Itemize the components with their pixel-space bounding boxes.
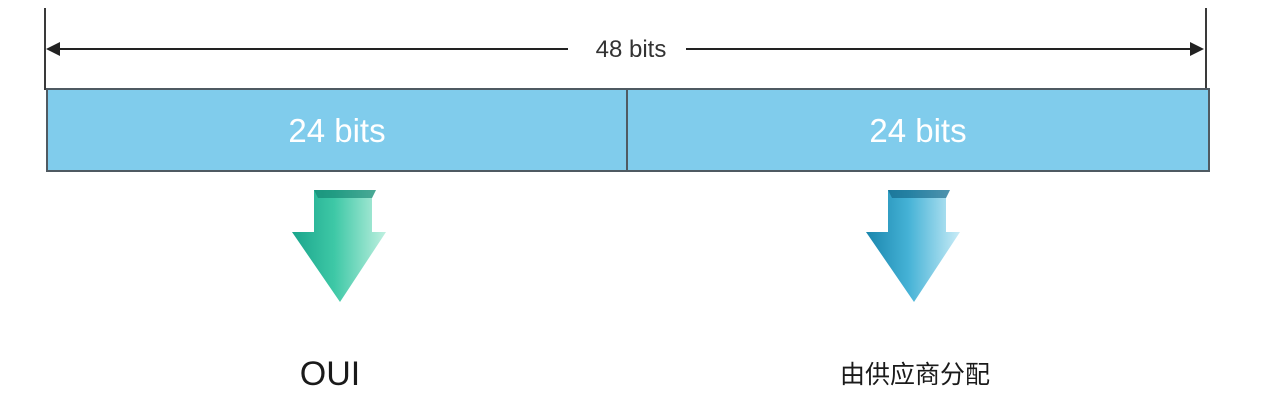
vendor-field-label: 24 bits bbox=[869, 111, 967, 149]
oui-field-label: 24 bits bbox=[288, 111, 386, 149]
span-arrowhead-right bbox=[1190, 42, 1204, 56]
span-line-right bbox=[686, 48, 1192, 50]
span-tick-left bbox=[44, 8, 46, 90]
oui-caption: OUI bbox=[299, 355, 361, 393]
down-arrow-icon bbox=[292, 190, 386, 302]
total-bits-label: 48 bits bbox=[595, 36, 667, 63]
span-line-left bbox=[56, 48, 568, 50]
oui-field-block: 24 bits bbox=[46, 88, 628, 172]
down-arrow-icon bbox=[866, 190, 960, 302]
span-arrowhead-left bbox=[46, 42, 60, 56]
span-tick-right bbox=[1205, 8, 1207, 90]
vendor-assigned-caption: 由供应商分配 bbox=[839, 361, 990, 389]
vendor-field-block: 24 bits bbox=[626, 88, 1210, 172]
